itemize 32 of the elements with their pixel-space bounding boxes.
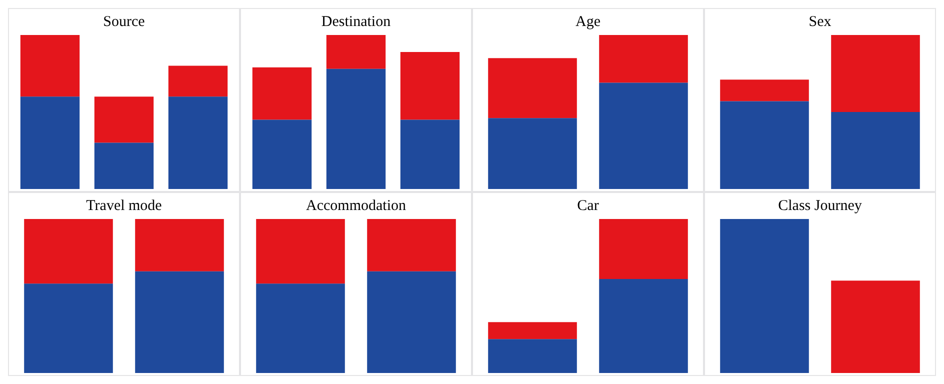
chart-title: Age bbox=[576, 14, 601, 30]
chart-title: Travel mode bbox=[86, 198, 162, 214]
bar bbox=[400, 52, 460, 120]
bar bbox=[326, 35, 386, 69]
chart-title: Source bbox=[103, 14, 146, 30]
bar bbox=[599, 35, 688, 83]
bar bbox=[488, 58, 577, 118]
bar bbox=[599, 82, 688, 189]
bar bbox=[168, 96, 228, 189]
bar bbox=[720, 101, 809, 189]
bar bbox=[20, 96, 80, 189]
bar bbox=[831, 112, 920, 189]
bar bbox=[488, 322, 577, 340]
bar bbox=[720, 80, 809, 102]
bar bbox=[252, 67, 312, 120]
bar bbox=[488, 339, 577, 373]
bar bbox=[488, 118, 577, 189]
bar bbox=[831, 35, 920, 112]
chart-title: Destination bbox=[321, 14, 392, 30]
bar bbox=[168, 66, 228, 97]
bar bbox=[400, 120, 460, 189]
bar bbox=[94, 96, 154, 143]
bar bbox=[252, 120, 312, 189]
bar bbox=[599, 279, 688, 373]
chart-title: Accommodation bbox=[306, 198, 406, 214]
chart-title: Class Journey bbox=[778, 198, 862, 214]
bar bbox=[326, 68, 386, 189]
bar bbox=[20, 35, 80, 97]
bar bbox=[599, 219, 688, 280]
chart-title: Sex bbox=[808, 14, 832, 30]
chart-title: Car bbox=[577, 198, 599, 214]
bar bbox=[94, 142, 154, 189]
